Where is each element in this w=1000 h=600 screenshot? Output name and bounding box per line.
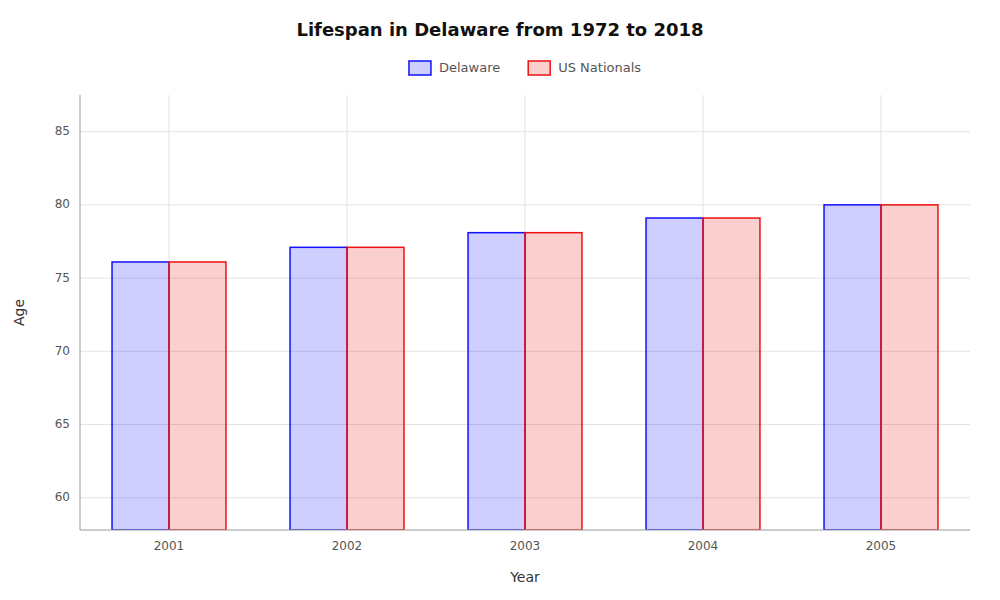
y-tick-label: 80 (55, 197, 70, 211)
y-axis-label: Age (11, 299, 27, 326)
y-axis-line (80, 95, 81, 530)
bar (290, 247, 347, 530)
legend-item: US Nationals (528, 60, 641, 76)
bar (646, 218, 703, 530)
bar (347, 247, 404, 530)
x-tick-label: 2001 (154, 539, 185, 553)
y-tick-label: 70 (55, 344, 70, 358)
chart: 60 65 70 75 80 85 2001 2002 2003 2004 2005 Year Age L… (0, 0, 1000, 600)
bar (824, 205, 881, 530)
legend-swatch (528, 61, 550, 75)
legend-label: US Nationals (558, 60, 641, 75)
bars (112, 205, 938, 530)
bar (169, 262, 226, 530)
x-axis-line (80, 530, 970, 531)
y-tick-label: 75 (55, 271, 70, 285)
y-tick-label: 65 (55, 417, 70, 431)
y-tick-label: 60 (55, 490, 70, 504)
bar (468, 233, 525, 530)
legend-item: Delaware (409, 60, 500, 76)
x-axis-label: Year (509, 569, 540, 585)
bar (112, 262, 169, 530)
title: Lifespan in Delaware from 1972 to 2018 (296, 19, 703, 40)
bar (525, 233, 582, 530)
x-tick-label: 2004 (688, 539, 719, 553)
x-tick-label: 2005 (866, 539, 897, 553)
legend-label: Delaware (439, 60, 500, 75)
bar (703, 218, 760, 530)
grid (80, 95, 970, 530)
x-tick-label: 2003 (510, 539, 541, 553)
bar (881, 205, 938, 530)
legend-swatch (409, 61, 431, 75)
y-tick-label: 85 (55, 124, 70, 138)
x-tick-label: 2002 (332, 539, 363, 553)
legend: Delaware US Nationals (409, 60, 641, 76)
chart-container: 60 65 70 75 80 85 2001 2002 2003 2004 2005 Year Age L… (0, 0, 1000, 600)
